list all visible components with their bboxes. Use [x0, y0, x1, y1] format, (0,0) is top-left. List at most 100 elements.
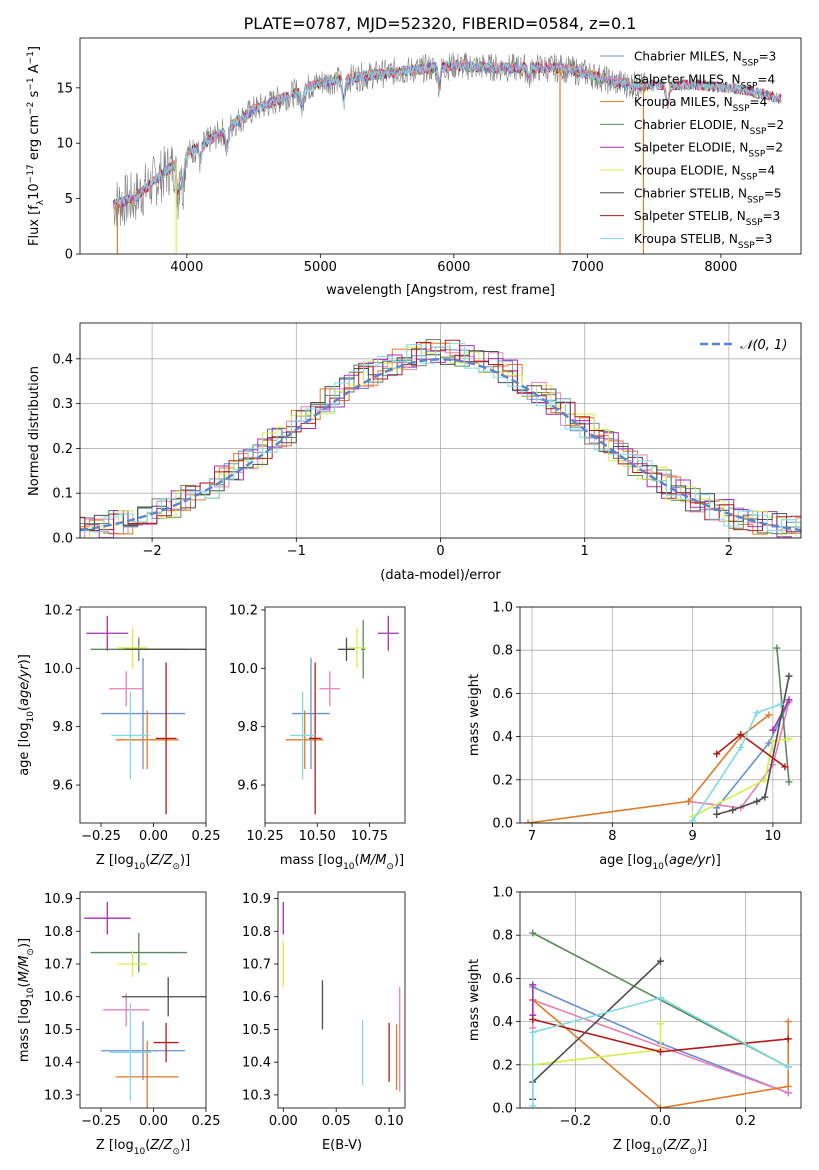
weight-marker — [657, 1104, 664, 1108]
weight-marker — [769, 737, 777, 745]
mass-Z-x-label: Z [log10(Z/Z⊙)] — [96, 1138, 190, 1157]
weight-marker — [765, 739, 773, 747]
weight-marker — [657, 957, 664, 965]
weight-marker — [784, 1082, 792, 1090]
spectrum-legend: Chabrier MILES, NSSP=3 Salpeter MILES, NS… — [600, 50, 784, 251]
y-tick-label: 9.8 — [237, 720, 258, 735]
legend-label: Kroupa ELODIE, NSSP=4 — [634, 164, 775, 183]
plot-area-age_vs_mass — [285, 615, 399, 815]
weight-marker — [777, 700, 785, 708]
weight-line — [532, 1023, 662, 1066]
weight-line — [527, 714, 770, 823]
weight-marker — [784, 1063, 792, 1071]
plot-area-weight_vs_Z — [529, 929, 792, 1108]
axes-frame — [264, 606, 406, 824]
y-tick-label: 0.4 — [52, 352, 73, 367]
y-tick-label: 0.2 — [492, 1058, 513, 1073]
y-tick-label: 10.7 — [44, 958, 73, 973]
weight-marker — [773, 644, 781, 652]
weight-marker — [784, 1035, 792, 1043]
y-tick-label: 1.0 — [492, 601, 513, 616]
weight-marker — [529, 981, 537, 989]
axes-age_vs_Z: −0.25 0.00 0.25 9.6 9.8 10.0 10.2 — [44, 603, 220, 844]
weight-marker — [529, 929, 537, 937]
axes-frame — [79, 891, 207, 1109]
weight-marker — [785, 672, 793, 680]
y-tick-label: 0.0 — [492, 817, 513, 832]
weight-marker — [529, 1015, 537, 1023]
axes-frame — [519, 606, 802, 824]
y-tick-label: 10.3 — [242, 1088, 271, 1103]
y-tick-label: 0.4 — [492, 1015, 513, 1030]
weight-marker — [785, 696, 793, 704]
x-tick-label: 0.00 — [139, 1114, 168, 1129]
weight-marker — [761, 776, 769, 784]
y-tick-label: 10.5 — [242, 1023, 271, 1038]
x-tick-label: 6000 — [437, 260, 470, 275]
x-tick-label: −0.2 — [560, 1114, 592, 1129]
plot-area-mass_vs_Z — [84, 901, 206, 1108]
y-tick-label: 0 — [65, 248, 73, 263]
y-tick-label: 10.9 — [44, 892, 73, 907]
weight-line — [691, 703, 782, 822]
legend-label: Chabrier MILES, NSSP=3 — [634, 50, 776, 69]
y-tick-label: 0.6 — [492, 972, 513, 987]
x-tick-label: 10.25 — [246, 829, 283, 844]
weight-marker — [713, 750, 721, 758]
y-tick-label: 10.2 — [229, 603, 258, 618]
mass-Z-y-label: mass [log10(M/M⊙)] — [17, 938, 36, 1062]
x-tick-label: −0.25 — [81, 829, 121, 844]
x-tick-label: 10.75 — [351, 829, 388, 844]
y-tick-label: 1.0 — [492, 886, 513, 901]
y-tick-label: 9.6 — [52, 779, 73, 794]
x-tick-label: 10 — [765, 829, 782, 844]
weight-marker — [769, 726, 777, 734]
x-tick-label: 0.2 — [735, 1114, 756, 1129]
weight-line — [692, 738, 790, 818]
y-tick-label: 10.7 — [242, 958, 271, 973]
x-tick-label: 7 — [528, 829, 536, 844]
y-tick-label: 10.0 — [229, 662, 258, 677]
y-tick-label: 0.0 — [52, 532, 73, 547]
spectrum-y-label: Flux [fλ10−17 erg cm−2 s−1 A−1] — [26, 46, 46, 246]
weight-marker — [753, 709, 761, 717]
legend-label: Salpeter STELIB, NSSP=3 — [634, 209, 780, 228]
weight-age-x-label: age [log10(age/yr)] — [599, 853, 721, 872]
age-Z-y-label: age [log10(age/yr)] — [17, 654, 36, 776]
y-tick-label: 0.2 — [492, 773, 513, 788]
x-tick-label: 0.25 — [192, 829, 221, 844]
x-tick-label: 9 — [688, 829, 696, 844]
x-tick-label: 0.00 — [269, 1114, 298, 1129]
y-tick-label: 10.5 — [44, 1023, 73, 1038]
x-tick-label: 0 — [436, 544, 444, 559]
weight-marker — [737, 730, 745, 738]
y-tick-label: 10.9 — [242, 892, 271, 907]
y-tick-label: 10.4 — [44, 1056, 73, 1071]
y-tick-label: 10.8 — [242, 925, 271, 940]
mass-ebv-x-label: E(B-V) — [322, 1138, 362, 1153]
weight-marker — [737, 743, 745, 751]
axes-weight_vs_age: 7 8 9 10 0.0 0.2 0.4 0.6 0.8 1.0 — [492, 601, 802, 844]
weight-marker — [713, 810, 721, 818]
residual-x-label: (data-model)/error — [380, 568, 501, 583]
plot-area-mass_vs_ebv — [282, 901, 401, 1092]
histogram-steps — [80, 339, 801, 532]
weight-Z-y-label: mass weight — [467, 959, 482, 1041]
legend-label: Chabrier ELODIE, NSSP=2 — [634, 118, 784, 137]
weight-marker — [781, 763, 789, 771]
y-tick-label: 10.3 — [44, 1088, 73, 1103]
axes-mass_vs_Z: −0.25 0.00 0.25 10.3 10.4 10.5 10.6 10.7 10.8 10.… — [44, 891, 220, 1129]
x-tick-label: 7000 — [571, 260, 604, 275]
axes-age_vs_mass: 10.25 10.50 10.75 9.6 9.8 10.0 10.2 — [229, 603, 406, 844]
plot-area-age_vs_Z — [86, 615, 206, 815]
weight-age-y-label: mass weight — [467, 674, 482, 756]
normal-curve — [80, 358, 801, 532]
weight-marker — [784, 1089, 792, 1097]
age-Z-x-label: Z [log10(Z/Z⊙)] — [96, 853, 190, 872]
axes-frame — [277, 891, 406, 1109]
spectrum-model-line — [113, 60, 782, 208]
legend-label: Salpeter ELODIE, NSSP=2 — [634, 141, 783, 160]
weight-marker — [657, 1020, 664, 1028]
x-tick-label: −1 — [287, 544, 306, 559]
